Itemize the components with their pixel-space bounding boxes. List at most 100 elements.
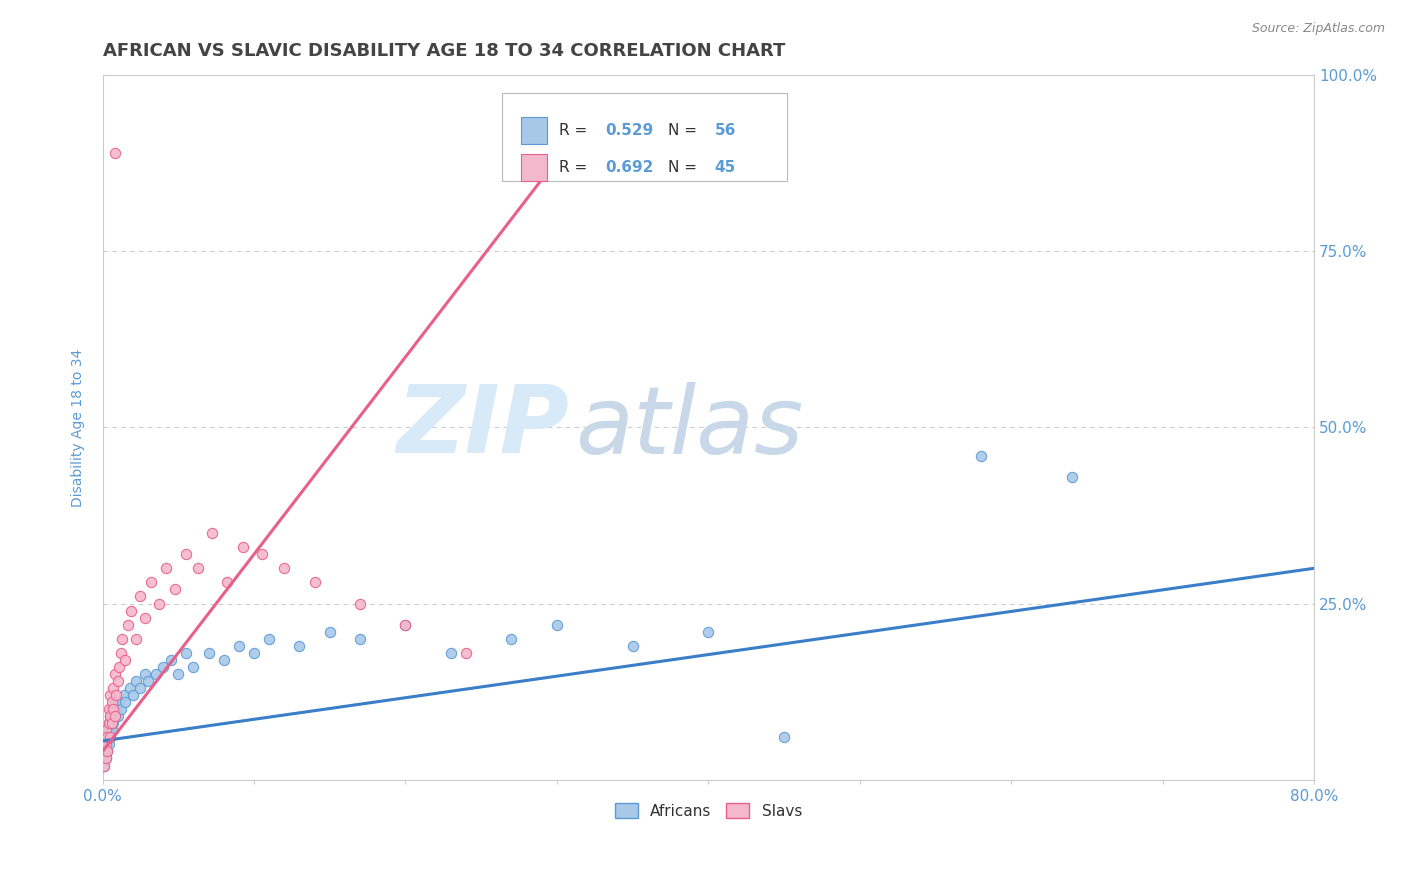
Point	[288, 639, 311, 653]
Point	[100, 716, 122, 731]
Point	[96, 731, 118, 745]
Point	[546, 617, 568, 632]
Point	[187, 561, 209, 575]
Point	[117, 617, 139, 632]
Point	[96, 731, 118, 745]
Point	[98, 709, 121, 723]
Text: Source: ZipAtlas.com: Source: ZipAtlas.com	[1251, 22, 1385, 36]
Text: 0.692: 0.692	[606, 161, 654, 175]
Point	[111, 632, 134, 646]
Text: 56: 56	[714, 123, 735, 138]
Point	[103, 681, 125, 695]
Point	[94, 738, 117, 752]
Point	[93, 758, 115, 772]
Point	[148, 597, 170, 611]
Point	[201, 526, 224, 541]
Point	[394, 617, 416, 632]
Point	[165, 582, 187, 597]
Point	[319, 624, 342, 639]
Point	[110, 702, 132, 716]
Point	[93, 744, 115, 758]
Text: AFRICAN VS SLAVIC DISABILITY AGE 18 TO 34 CORRELATION CHART: AFRICAN VS SLAVIC DISABILITY AGE 18 TO 3…	[103, 42, 785, 60]
Text: N =: N =	[668, 123, 702, 138]
Point	[103, 702, 125, 716]
Point	[212, 653, 235, 667]
Point	[134, 667, 156, 681]
Point	[93, 744, 115, 758]
Point	[100, 709, 122, 723]
Point	[98, 731, 121, 745]
Text: 45: 45	[714, 161, 735, 175]
FancyBboxPatch shape	[520, 154, 547, 181]
Point	[129, 590, 152, 604]
Point	[96, 744, 118, 758]
Point	[96, 723, 118, 738]
Point	[93, 751, 115, 765]
Point	[454, 646, 477, 660]
Point	[174, 646, 197, 660]
Point	[152, 660, 174, 674]
Point	[94, 723, 117, 738]
Point	[104, 709, 127, 723]
Point	[103, 702, 125, 716]
Point	[159, 653, 181, 667]
FancyBboxPatch shape	[502, 93, 787, 181]
Point	[94, 738, 117, 752]
Point	[970, 449, 993, 463]
Y-axis label: Disability Age 18 to 34: Disability Age 18 to 34	[72, 348, 86, 507]
Point	[93, 758, 115, 772]
Point	[114, 653, 136, 667]
Point	[145, 667, 167, 681]
Point	[94, 751, 117, 765]
Text: R =: R =	[560, 123, 592, 138]
Point	[349, 597, 371, 611]
Point	[100, 723, 122, 738]
Point	[228, 639, 250, 653]
Point	[125, 673, 148, 688]
Text: N =: N =	[668, 161, 702, 175]
Text: 0.529: 0.529	[606, 123, 654, 138]
Legend: Africans, Slavs: Africans, Slavs	[609, 797, 808, 825]
Point	[697, 624, 720, 639]
Point	[118, 681, 141, 695]
Point	[103, 716, 125, 731]
Point	[215, 575, 238, 590]
Point	[100, 695, 122, 709]
Text: R =: R =	[560, 161, 592, 175]
Point	[104, 695, 127, 709]
Point	[183, 660, 205, 674]
Point	[501, 632, 523, 646]
Point	[98, 688, 121, 702]
Point	[98, 731, 121, 745]
Point	[96, 744, 118, 758]
Point	[94, 731, 117, 745]
Point	[134, 610, 156, 624]
Point	[104, 667, 127, 681]
Point	[773, 731, 796, 745]
Point	[107, 673, 129, 688]
Point	[110, 646, 132, 660]
Point	[349, 632, 371, 646]
Point	[155, 561, 177, 575]
Point	[112, 688, 135, 702]
Point	[98, 716, 121, 731]
Point	[257, 632, 280, 646]
Point	[114, 695, 136, 709]
Point	[120, 603, 142, 617]
Point	[243, 646, 266, 660]
Point	[107, 709, 129, 723]
Point	[273, 561, 295, 575]
Point	[440, 646, 463, 660]
Point	[104, 709, 127, 723]
Point	[98, 709, 121, 723]
Point	[174, 547, 197, 561]
Point	[105, 702, 128, 716]
Point	[394, 617, 416, 632]
Point	[167, 667, 190, 681]
Point	[105, 688, 128, 702]
Point	[97, 738, 120, 752]
Point	[129, 681, 152, 695]
Point	[108, 695, 131, 709]
Point	[232, 540, 254, 554]
Point	[122, 688, 145, 702]
